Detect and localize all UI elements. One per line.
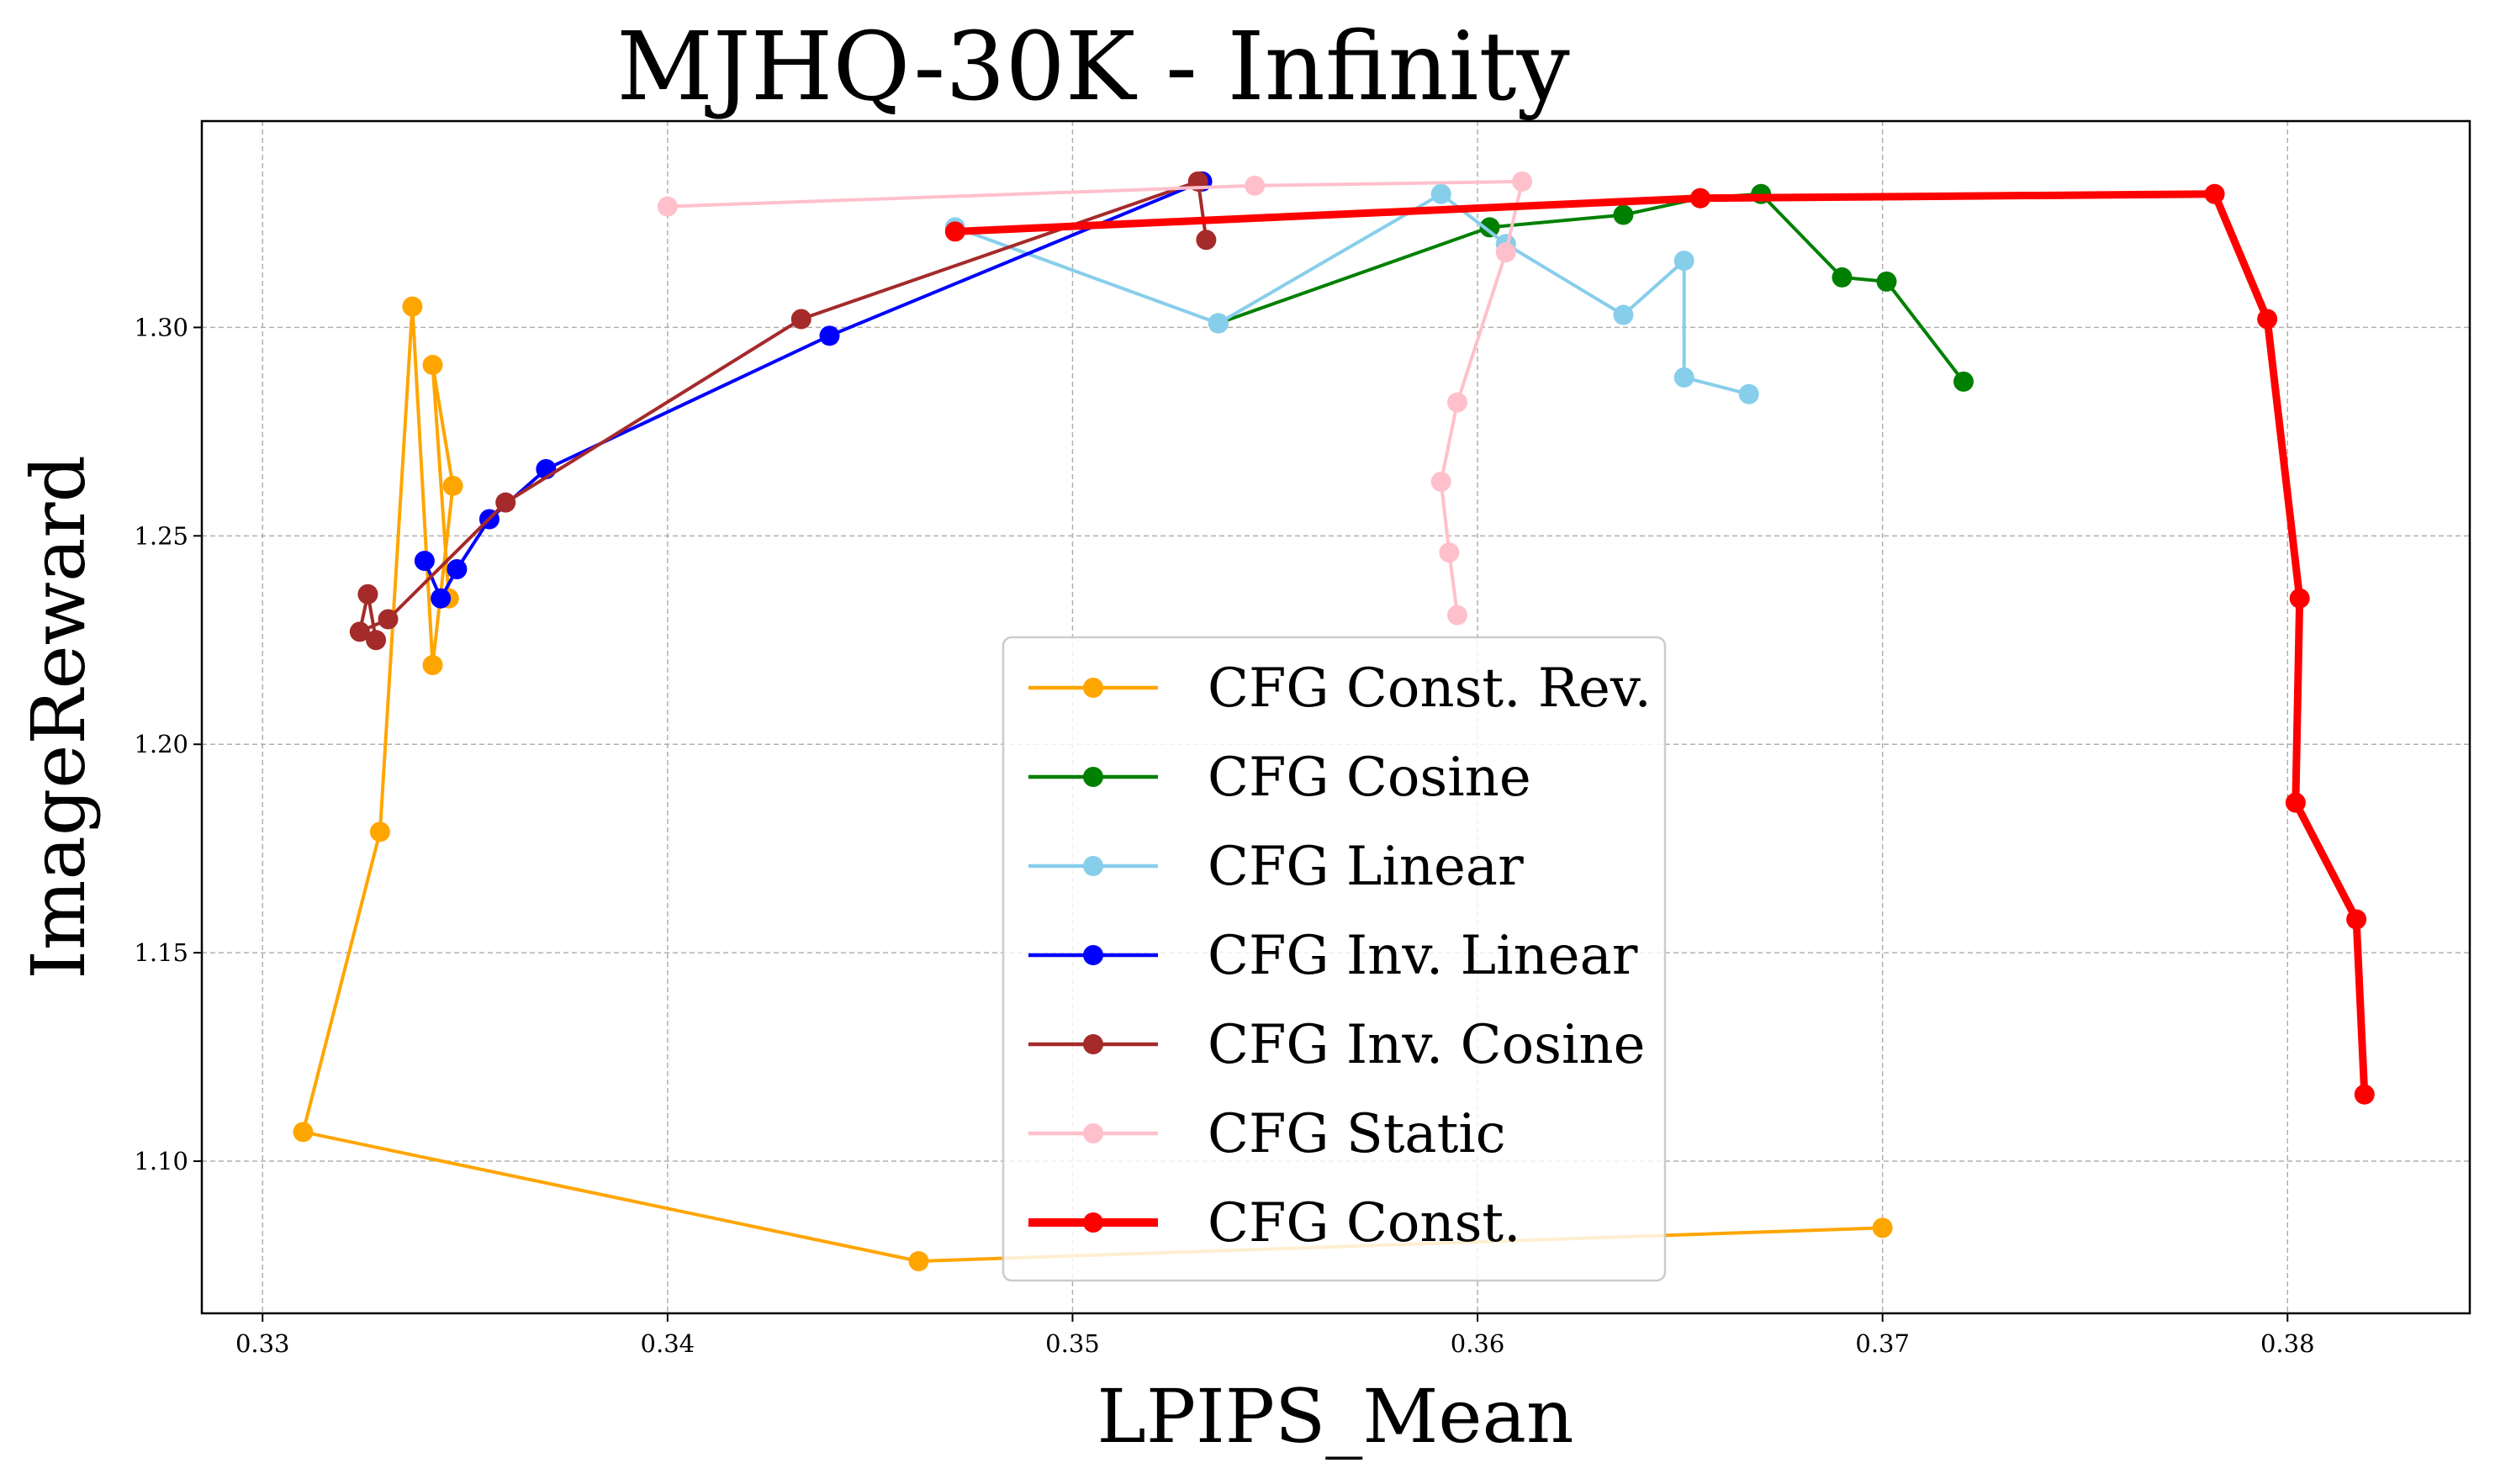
legend-item: CFG Static: [1028, 1103, 1506, 1165]
legend-item: CFG Linear: [1028, 836, 1524, 898]
legend-swatch-marker: [1083, 767, 1103, 787]
series-cfg-const: [944, 183, 2375, 1105]
data-point: [1446, 605, 1467, 626]
legend-swatch-marker: [1083, 1123, 1103, 1143]
data-point: [2204, 183, 2225, 204]
data-point: [349, 621, 370, 642]
data-point: [908, 1251, 929, 1272]
x-tick-label: 0.38: [2260, 1329, 2315, 1358]
data-point: [422, 355, 443, 376]
data-point: [790, 309, 811, 330]
data-point: [1495, 242, 1516, 263]
data-point: [1439, 542, 1460, 563]
legend-item: CFG Inv. Linear: [1028, 925, 1638, 987]
x-axis-label: LPIPS_Mean: [1097, 1373, 1573, 1460]
series-line: [953, 192, 1751, 396]
series-line: [951, 190, 2369, 1099]
y-axis-ticks: 1.10 1.15 1.20 1.25 1.30: [134, 313, 202, 1175]
data-point: [447, 558, 468, 579]
legend-swatch-marker: [1083, 856, 1103, 876]
x-tick-label: 0.34: [641, 1329, 695, 1358]
data-point: [1512, 171, 1533, 192]
data-point: [1872, 1217, 1893, 1238]
legend-label: CFG Inv. Linear: [1208, 925, 1638, 987]
data-point: [1196, 230, 1217, 251]
chart-title: MJHQ-30K - Infinity: [616, 13, 1570, 122]
data-point: [1953, 371, 1974, 392]
data-point: [944, 221, 965, 242]
series-cfg-inv-cosine: [349, 171, 1217, 651]
series-layer: [293, 171, 2375, 1272]
legend: CFG Const. Rev. CFG Cosine CFG Linear CFG I…: [1002, 636, 1667, 1282]
data-point: [1430, 471, 1451, 492]
legend-label: CFG Const.: [1208, 1192, 1520, 1254]
data-point: [1832, 267, 1853, 288]
data-point: [819, 325, 840, 346]
series-cfg-inv-linear: [414, 171, 1213, 609]
data-point: [293, 1122, 314, 1143]
data-point: [2346, 909, 2367, 930]
plot-frame: [200, 119, 2471, 1315]
legend-item: CFG Cosine: [1028, 747, 1531, 809]
legend-item: CFG Const.: [1028, 1192, 1520, 1254]
data-point: [1689, 187, 1710, 209]
x-axis-ticks: 0.33 0.34 0.35 0.36 0.37 0.38: [235, 1313, 2315, 1358]
data-point: [1479, 217, 1500, 238]
data-point: [1673, 251, 1694, 272]
x-tick-label: 0.36: [1451, 1329, 1505, 1358]
data-point: [2285, 792, 2306, 813]
x-tick-label: 0.37: [1855, 1329, 1910, 1358]
series-cfg-const-rev: [293, 296, 1893, 1272]
legend-swatch-marker: [1083, 678, 1103, 698]
data-point: [414, 551, 435, 572]
legend-label: CFG Linear: [1208, 836, 1524, 898]
series-line: [665, 179, 1524, 617]
data-point: [1673, 367, 1694, 388]
data-point: [1738, 383, 1759, 404]
data-point: [1446, 392, 1467, 413]
legend-label: CFG Inv. Cosine: [1208, 1014, 1646, 1076]
data-point: [657, 196, 678, 217]
series-line: [1216, 192, 1965, 383]
y-tick-label: 1.25: [134, 521, 188, 550]
data-point: [495, 492, 516, 513]
data-point: [2354, 1084, 2375, 1105]
data-point: [1430, 183, 1451, 204]
data-point: [1876, 271, 1897, 292]
x-tick-label: 0.35: [1045, 1329, 1100, 1358]
data-point: [2289, 588, 2310, 609]
data-point: [431, 588, 452, 609]
data-point: [357, 584, 378, 605]
data-point: [369, 821, 390, 842]
y-tick-label: 1.15: [134, 938, 188, 967]
data-point: [366, 630, 387, 651]
data-point: [2257, 309, 2278, 330]
data-point: [1245, 175, 1266, 196]
data-point: [402, 296, 423, 317]
data-point: [422, 655, 443, 676]
x-tick-label: 0.33: [235, 1329, 290, 1358]
y-axis-label: ImageReward: [15, 455, 102, 980]
data-point: [1613, 204, 1634, 225]
legend-swatch-marker: [1083, 1212, 1103, 1233]
y-tick-label: 1.30: [134, 313, 188, 341]
y-tick-label: 1.20: [134, 730, 188, 758]
legend-label: CFG Static: [1208, 1103, 1506, 1165]
series-line: [357, 179, 1208, 642]
data-point: [378, 609, 399, 630]
legend-swatch-marker: [1083, 945, 1103, 965]
legend-item: CFG Const. Rev.: [1028, 658, 1652, 720]
legend-label: CFG Const. Rev.: [1208, 658, 1652, 720]
data-point: [1613, 304, 1634, 325]
data-point: [1208, 313, 1229, 334]
legend-label: CFG Cosine: [1208, 747, 1531, 809]
legend-box: [1002, 636, 1667, 1282]
data-point: [442, 475, 463, 496]
series-cfg-static: [657, 171, 1533, 626]
y-tick-label: 1.10: [134, 1147, 188, 1175]
legend-item: CFG Inv. Cosine: [1028, 1014, 1646, 1076]
legend-swatch-marker: [1083, 1034, 1103, 1054]
